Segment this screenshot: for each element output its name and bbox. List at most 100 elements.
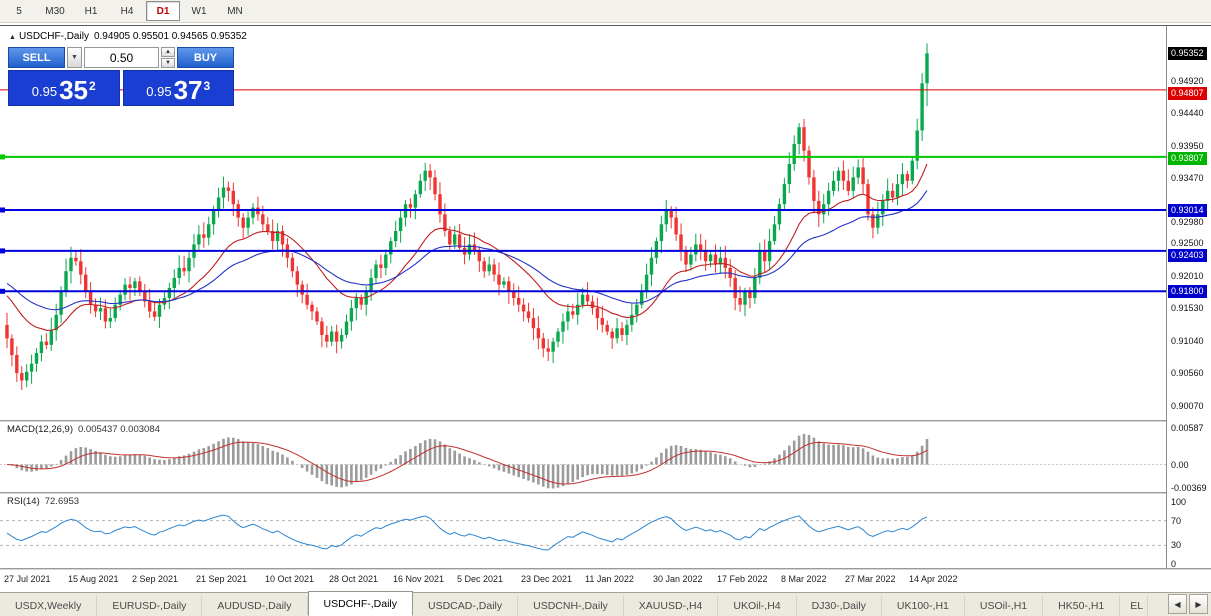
candle-body bbox=[861, 167, 865, 185]
current-price-label: 0.95352 bbox=[1168, 47, 1207, 60]
timeframe-button-m30[interactable]: M30 bbox=[45, 5, 65, 17]
chart-tab-usdx-weekly[interactable]: USDX,Weekly bbox=[0, 596, 98, 616]
candle-body bbox=[221, 187, 226, 198]
chart-tab-ukoil-h4[interactable]: UKOil-,H4 bbox=[718, 596, 797, 616]
tab-scroll-left-button[interactable]: ◀ bbox=[1168, 594, 1187, 614]
volume-down-button[interactable]: ▼ bbox=[161, 58, 175, 68]
candle-body bbox=[566, 311, 570, 322]
candle-body bbox=[748, 291, 752, 298]
chart-tab-usdcnh-daily[interactable]: USDCNH-,Daily bbox=[518, 596, 624, 616]
candle-body bbox=[241, 217, 245, 228]
chart-tab-uk100-h1[interactable]: UK100-,H1 bbox=[882, 596, 965, 616]
candle-body bbox=[138, 281, 142, 292]
candle-body bbox=[113, 304, 117, 319]
volume-dropdown-button[interactable]: ▼ bbox=[67, 47, 82, 68]
candle-body bbox=[758, 251, 762, 278]
candle-body bbox=[817, 200, 821, 215]
candle-body bbox=[290, 257, 295, 272]
line-price-label: 0.93807 bbox=[1168, 152, 1207, 165]
candle-body bbox=[782, 184, 787, 205]
chart-tab-dj30-daily[interactable]: DJ30-,Daily bbox=[797, 596, 882, 616]
chart-tab-eurusd-daily[interactable]: EURUSD-,Daily bbox=[97, 596, 203, 616]
x-axis-label: 2 Sep 2021 bbox=[132, 574, 179, 584]
tab-scroll-right-button[interactable]: ▶ bbox=[1189, 594, 1208, 614]
candle-body bbox=[172, 277, 176, 288]
timeframe-toolbar: 5 M30 H1 H4 D1 W1 MN bbox=[0, 0, 1211, 23]
buy-button[interactable]: BUY bbox=[177, 47, 234, 68]
candle-body bbox=[551, 341, 555, 352]
chart-tab-hk50-h1[interactable]: HK50-,H1 bbox=[1043, 596, 1121, 616]
buy-price-sup: 3 bbox=[203, 79, 211, 93]
timeframe-button-w1[interactable]: W1 bbox=[191, 5, 207, 17]
candle-body bbox=[777, 204, 782, 225]
x-axis-label: 10 Oct 2021 bbox=[265, 574, 315, 584]
candle-body bbox=[507, 281, 511, 292]
y-axis-tick: 0.90560 bbox=[1171, 368, 1204, 378]
candle-body bbox=[59, 291, 63, 315]
candle-body bbox=[571, 311, 575, 315]
candle-body bbox=[640, 291, 644, 305]
rsi-axis-tick: 0 bbox=[1171, 559, 1177, 569]
line-anchor[interactable] bbox=[0, 207, 5, 213]
candle-body bbox=[492, 264, 496, 275]
candle-body bbox=[443, 214, 447, 232]
candle-body bbox=[39, 341, 44, 353]
candle-body bbox=[738, 298, 742, 305]
candle-body bbox=[556, 331, 560, 342]
candle-body bbox=[895, 184, 900, 198]
timeframe-button-h1[interactable]: H1 bbox=[84, 5, 98, 17]
sell-button[interactable]: SELL bbox=[8, 47, 65, 68]
line-anchor[interactable] bbox=[0, 288, 5, 294]
candle-body bbox=[826, 190, 831, 205]
y-axis-tick: 0.90070 bbox=[1171, 401, 1204, 411]
pane-splitter-rsi[interactable] bbox=[0, 492, 1211, 494]
timeframe-button-mn[interactable]: MN bbox=[227, 5, 243, 17]
sell-price-display[interactable]: 0.95 35 2 bbox=[8, 70, 120, 106]
volume-up-button[interactable]: ▲ bbox=[161, 47, 175, 57]
timeframe-button-5[interactable]: 5 bbox=[16, 5, 22, 17]
macd-pane[interactable] bbox=[0, 422, 1166, 492]
candle-body bbox=[610, 331, 614, 339]
x-axis-label: 8 Mar 2022 bbox=[781, 574, 827, 584]
time-axis[interactable]: 27 Jul 2021 15 Aug 2021 2 Sep 2021 21 Sep 2… bbox=[0, 570, 1211, 592]
buy-price-big: 37 bbox=[173, 75, 203, 106]
rsi-pane[interactable] bbox=[0, 494, 1166, 568]
price-axis[interactable]: 0.95352 0.94920 0.94807 0.94440 0.93950 0.938… bbox=[1166, 26, 1211, 569]
candle-body bbox=[920, 83, 924, 131]
chart-tab-usdcad-daily[interactable]: USDCAD-,Daily bbox=[413, 596, 519, 616]
buy-price-display[interactable]: 0.95 37 3 bbox=[122, 70, 234, 106]
x-axis-label: 14 Apr 2022 bbox=[909, 574, 958, 584]
candle-body bbox=[836, 170, 841, 181]
candle-body bbox=[413, 194, 418, 208]
timeframe-button-h4[interactable]: H4 bbox=[120, 5, 134, 17]
candle-body bbox=[374, 264, 378, 278]
candle-body bbox=[246, 217, 250, 228]
volume-input[interactable] bbox=[84, 47, 159, 68]
line-anchor[interactable] bbox=[0, 154, 5, 160]
candle-body bbox=[103, 308, 108, 322]
timeframe-button-d1[interactable]: D1 bbox=[146, 1, 180, 21]
candle-body bbox=[226, 187, 231, 191]
candle-body bbox=[674, 217, 678, 235]
candle-body bbox=[118, 294, 122, 305]
candle-body bbox=[310, 304, 314, 312]
chart-tab-audusd-daily[interactable]: AUDUSD-,Daily bbox=[202, 596, 308, 616]
x-axis-label: 15 Aug 2021 bbox=[68, 574, 119, 584]
candle-body bbox=[718, 257, 723, 265]
candle-body bbox=[251, 207, 255, 218]
chart-tab-usoil-h1[interactable]: USOil-,H1 bbox=[965, 596, 1044, 616]
pane-splitter-dates bbox=[0, 568, 1211, 570]
line-price-label: 0.91800 bbox=[1168, 285, 1207, 298]
line-anchor[interactable] bbox=[0, 248, 5, 254]
line-price-label: 0.94807 bbox=[1168, 87, 1207, 100]
chart-tab-el[interactable]: EL bbox=[1120, 596, 1149, 616]
candle-body bbox=[10, 338, 14, 356]
candle-body bbox=[448, 231, 452, 245]
pane-splitter-macd[interactable] bbox=[0, 420, 1211, 422]
chart-tab-xauusd-h4[interactable]: XAUUSD-,H4 bbox=[624, 596, 719, 616]
y-axis-tick: 0.93950 bbox=[1171, 141, 1204, 151]
candle-body bbox=[74, 257, 78, 262]
y-axis-tick: 0.92980 bbox=[1171, 217, 1204, 227]
chart-tab-usdchf-daily[interactable]: USDCHF-,Daily bbox=[307, 591, 414, 616]
macd-title-label: MACD(12,26,9) bbox=[7, 424, 73, 435]
